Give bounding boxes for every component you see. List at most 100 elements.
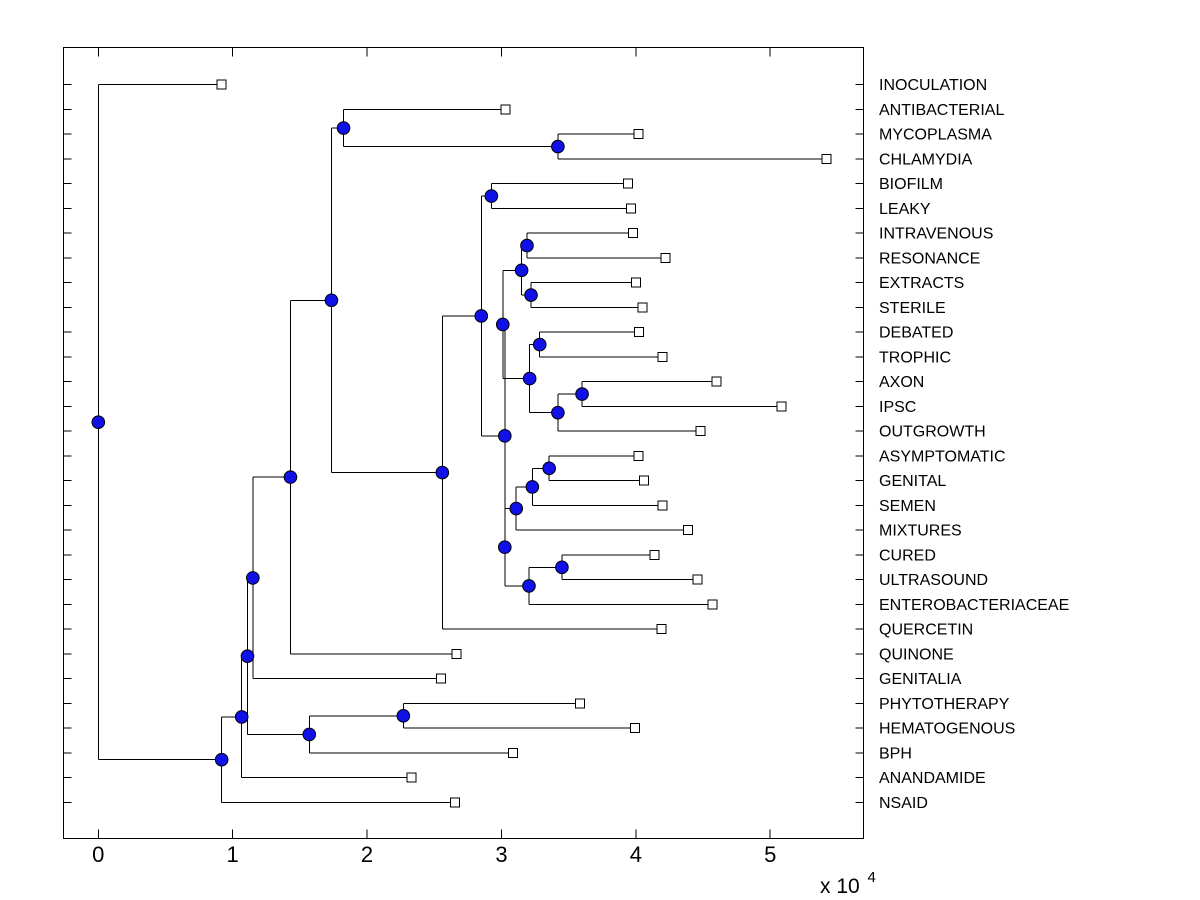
leaf-node-marker[interactable] <box>628 228 639 239</box>
internal-node-marker[interactable] <box>514 263 529 278</box>
internal-node-marker[interactable] <box>234 710 249 724</box>
leaf-label: BPH <box>879 745 912 762</box>
axis-multiplier-exponent: 4 <box>868 869 876 886</box>
internal-node-marker[interactable] <box>246 571 260 585</box>
leaf-node-marker[interactable] <box>630 723 641 734</box>
leaf-label: PHYTOTHERAPY <box>879 696 1010 713</box>
x-tick-label: 3 <box>495 842 507 867</box>
leaf-label: INTRAVENOUS <box>879 226 993 243</box>
leaf-label: IPSC <box>879 399 916 416</box>
internal-node-marker[interactable] <box>497 540 512 555</box>
leaf-node-marker[interactable] <box>634 327 645 338</box>
axis-multiplier-label: x 10 4 <box>820 869 876 898</box>
leaf-node-marker[interactable] <box>821 153 832 164</box>
x-tick-label: 5 <box>764 842 776 867</box>
internal-node-marker[interactable] <box>214 752 229 767</box>
leaf-label: GENITAL <box>879 473 946 490</box>
x-tick-label: 0 <box>92 842 104 867</box>
leaf-node-marker[interactable] <box>657 351 668 362</box>
leaf-label: LEAKY <box>879 201 931 218</box>
leaf-node-marker[interactable] <box>633 129 644 140</box>
internal-node-marker[interactable] <box>91 415 106 429</box>
leaf-label: SEMEN <box>879 498 936 515</box>
leaf-node-marker[interactable] <box>638 475 649 486</box>
leaf-label: AXON <box>879 374 924 391</box>
internal-node-marker[interactable] <box>551 405 565 420</box>
leaf-node-marker[interactable] <box>633 450 644 461</box>
leaf-node-marker[interactable] <box>507 747 518 758</box>
leaf-node-marker[interactable] <box>776 401 787 412</box>
internal-node-marker[interactable] <box>497 429 512 443</box>
leaf-label: OUTGROWTH <box>879 424 986 441</box>
leaf-node-marker[interactable] <box>575 698 586 709</box>
plot-box <box>63 47 864 839</box>
leaf-node-marker[interactable] <box>450 797 461 808</box>
leaf-label: DEBATED <box>879 325 953 342</box>
labels: 0 1 2 3 4 5 INOCULATION ANTIBACTERIAL MYCOPLASMA… <box>92 77 1069 867</box>
x-tick-label: 4 <box>630 842 642 867</box>
leaf-label: EXTRACTS <box>879 275 964 292</box>
leaf-node-marker[interactable] <box>657 500 668 511</box>
leaf-node-marker[interactable] <box>630 277 641 288</box>
internal-node-marker[interactable] <box>525 480 540 494</box>
internal-node-marker[interactable] <box>522 371 537 386</box>
leaf-node-marker[interactable] <box>711 376 722 387</box>
leaf-label: QUERCETIN <box>879 622 973 639</box>
internal-node-marker[interactable] <box>474 309 489 323</box>
leaf-node-marker[interactable] <box>500 104 511 115</box>
internal-node-marker[interactable] <box>542 461 556 476</box>
internal-node-marker[interactable] <box>484 189 499 203</box>
axes <box>63 47 864 839</box>
leaf-node-marker[interactable] <box>637 302 648 313</box>
node-markers <box>91 79 832 808</box>
internal-node-marker[interactable] <box>435 465 450 480</box>
internal-node-marker[interactable] <box>324 293 339 308</box>
leaf-node-marker[interactable] <box>622 178 633 189</box>
leaf-label: ANANDAMIDE <box>879 770 986 787</box>
leaf-label: HEMATOGENOUS <box>879 721 1015 738</box>
internal-node-marker[interactable] <box>495 317 510 332</box>
leaf-label: NSAID <box>879 795 928 812</box>
leaf-node-marker[interactable] <box>406 772 417 783</box>
leaf-label: ASYMPTOMATIC <box>879 448 1006 465</box>
tree-branches <box>97 84 827 803</box>
leaf-label: MIXTURES <box>879 523 962 540</box>
x-tick-label: 2 <box>361 842 373 867</box>
leaf-node-marker[interactable] <box>649 549 660 560</box>
leaf-node-marker[interactable] <box>656 624 667 635</box>
leaf-node-marker[interactable] <box>660 252 671 263</box>
internal-node-marker[interactable] <box>551 139 565 154</box>
leaf-node-marker[interactable] <box>695 426 706 437</box>
leaf-label: ANTIBACTERIAL <box>879 102 1004 119</box>
internal-node-marker[interactable] <box>520 238 534 253</box>
internal-node-marker[interactable] <box>532 337 547 352</box>
leaf-node-marker[interactable] <box>451 648 462 659</box>
x-tick-label: 1 <box>227 842 239 867</box>
leaf-label: INOCULATION <box>879 77 987 94</box>
leaf-node-marker[interactable] <box>435 673 446 684</box>
leaf-node-marker[interactable] <box>216 79 227 90</box>
leaf-label: ENTEROBACTERIACEAE <box>879 597 1069 614</box>
internal-node-marker[interactable] <box>396 709 411 723</box>
leaf-label: TROPHIC <box>879 349 951 366</box>
internal-node-marker[interactable] <box>509 501 524 516</box>
internal-node-marker[interactable] <box>522 579 536 593</box>
internal-node-marker[interactable] <box>524 288 538 302</box>
leaf-label: STERILE <box>879 300 946 317</box>
leaf-node-marker[interactable] <box>707 599 718 610</box>
leaf-label: ULTRASOUND <box>879 572 988 589</box>
internal-node-marker[interactable] <box>555 560 569 575</box>
internal-node-marker[interactable] <box>575 387 589 401</box>
internal-node-marker[interactable] <box>302 727 317 742</box>
leaf-node-marker[interactable] <box>683 525 694 536</box>
internal-node-marker[interactable] <box>336 121 351 135</box>
internal-node-marker[interactable] <box>240 649 255 663</box>
axis-multiplier-base: x 10 <box>820 875 860 898</box>
internal-node-marker[interactable] <box>283 470 298 484</box>
leaf-label: CHLAMYDIA <box>879 151 973 168</box>
leaf-node-marker[interactable] <box>626 203 637 214</box>
leaf-label: CURED <box>879 547 936 564</box>
leaf-node-marker[interactable] <box>692 574 703 585</box>
